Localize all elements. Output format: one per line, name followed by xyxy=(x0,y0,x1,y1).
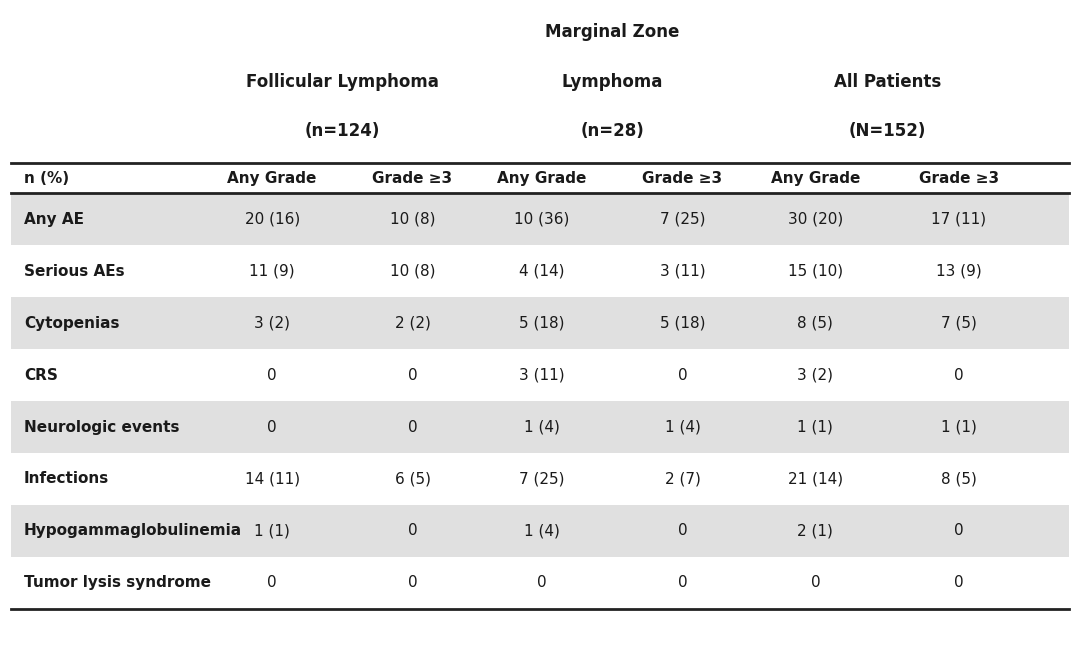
Text: 4 (14): 4 (14) xyxy=(519,264,565,279)
Text: Any Grade: Any Grade xyxy=(771,171,860,185)
Text: 2 (7): 2 (7) xyxy=(664,472,701,486)
Text: 0: 0 xyxy=(955,576,963,590)
Text: 1 (4): 1 (4) xyxy=(664,420,701,434)
Text: 5 (18): 5 (18) xyxy=(660,316,705,330)
Text: CRS: CRS xyxy=(24,368,57,382)
Text: Tumor lysis syndrome: Tumor lysis syndrome xyxy=(24,576,211,590)
Text: 11 (9): 11 (9) xyxy=(249,264,295,279)
Text: 0: 0 xyxy=(955,524,963,538)
Text: 0: 0 xyxy=(408,420,417,434)
Text: 3 (11): 3 (11) xyxy=(660,264,705,279)
Text: (n=124): (n=124) xyxy=(305,122,380,141)
Text: (n=28): (n=28) xyxy=(580,122,645,141)
Text: Follicular Lymphoma: Follicular Lymphoma xyxy=(246,73,438,91)
Text: Infections: Infections xyxy=(24,472,109,486)
Text: Any AE: Any AE xyxy=(24,212,84,227)
Bar xyxy=(11,193,1069,245)
Text: 8 (5): 8 (5) xyxy=(941,472,977,486)
Bar xyxy=(11,401,1069,453)
Text: Marginal Zone: Marginal Zone xyxy=(545,22,679,41)
Text: Lymphoma: Lymphoma xyxy=(562,73,663,91)
Text: 5 (18): 5 (18) xyxy=(519,316,565,330)
Text: 0: 0 xyxy=(268,576,276,590)
Text: 2 (1): 2 (1) xyxy=(797,524,834,538)
Text: 0: 0 xyxy=(268,368,276,382)
Text: 14 (11): 14 (11) xyxy=(244,472,300,486)
Text: 10 (8): 10 (8) xyxy=(390,264,435,279)
Text: n (%): n (%) xyxy=(24,171,69,185)
Text: 3 (2): 3 (2) xyxy=(797,368,834,382)
Text: 1 (4): 1 (4) xyxy=(524,420,561,434)
Text: Any Grade: Any Grade xyxy=(498,171,586,185)
Text: 13 (9): 13 (9) xyxy=(936,264,982,279)
Text: 0: 0 xyxy=(408,524,417,538)
Text: Hypogammaglobulinemia: Hypogammaglobulinemia xyxy=(24,524,242,538)
Text: 7 (25): 7 (25) xyxy=(519,472,565,486)
Text: Cytopenias: Cytopenias xyxy=(24,316,119,330)
Text: Grade ≥3: Grade ≥3 xyxy=(373,171,453,185)
Text: 0: 0 xyxy=(408,368,417,382)
Text: All Patients: All Patients xyxy=(834,73,942,91)
Text: 1 (4): 1 (4) xyxy=(524,524,561,538)
Text: 7 (25): 7 (25) xyxy=(660,212,705,227)
Text: 3 (2): 3 (2) xyxy=(254,316,291,330)
Text: 0: 0 xyxy=(811,576,820,590)
Text: Grade ≥3: Grade ≥3 xyxy=(643,171,723,185)
Bar xyxy=(11,297,1069,350)
Text: 17 (11): 17 (11) xyxy=(931,212,987,227)
Text: 0: 0 xyxy=(678,368,687,382)
Text: 1 (1): 1 (1) xyxy=(797,420,834,434)
Text: 1 (1): 1 (1) xyxy=(254,524,291,538)
Text: 10 (8): 10 (8) xyxy=(390,212,435,227)
Text: 2 (2): 2 (2) xyxy=(394,316,431,330)
Text: 20 (16): 20 (16) xyxy=(244,212,300,227)
Text: Any Grade: Any Grade xyxy=(228,171,316,185)
Bar xyxy=(11,505,1069,556)
Text: Serious AEs: Serious AEs xyxy=(24,264,124,279)
Text: (N=152): (N=152) xyxy=(849,122,927,141)
Text: Grade ≥3: Grade ≥3 xyxy=(919,171,999,185)
Text: 8 (5): 8 (5) xyxy=(797,316,834,330)
Text: 0: 0 xyxy=(408,576,417,590)
Text: 0: 0 xyxy=(538,576,546,590)
Text: 0: 0 xyxy=(955,368,963,382)
Text: 21 (14): 21 (14) xyxy=(787,472,843,486)
Text: Neurologic events: Neurologic events xyxy=(24,420,179,434)
Text: 7 (5): 7 (5) xyxy=(941,316,977,330)
Text: 0: 0 xyxy=(268,420,276,434)
Text: 30 (20): 30 (20) xyxy=(787,212,843,227)
Text: 1 (1): 1 (1) xyxy=(941,420,977,434)
Text: 0: 0 xyxy=(678,576,687,590)
Text: 10 (36): 10 (36) xyxy=(514,212,570,227)
Text: 0: 0 xyxy=(678,524,687,538)
Text: 15 (10): 15 (10) xyxy=(787,264,843,279)
Text: 3 (11): 3 (11) xyxy=(519,368,565,382)
Text: 6 (5): 6 (5) xyxy=(394,472,431,486)
